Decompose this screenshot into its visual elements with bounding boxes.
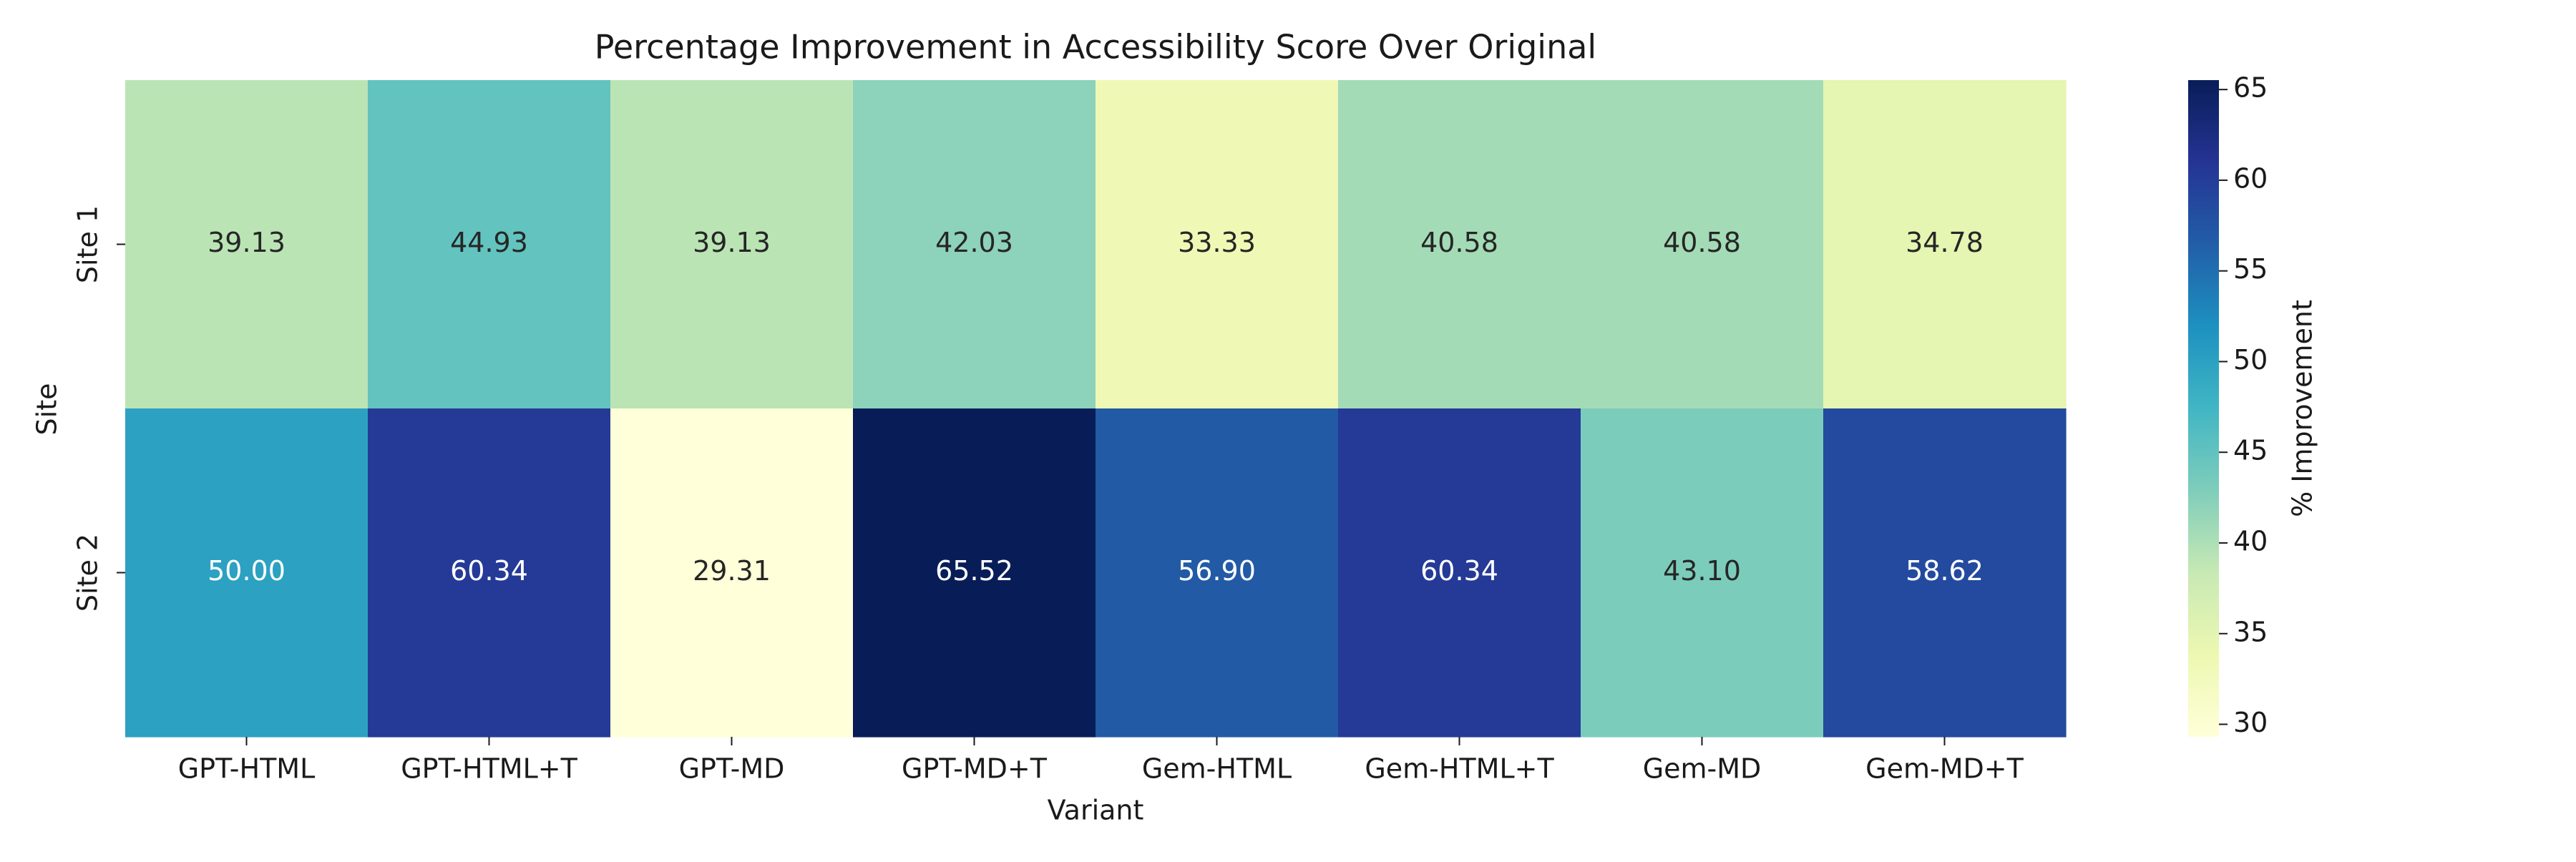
heatmap-cell: [1338, 408, 1581, 738]
colorbar-tick-label: 55: [2233, 253, 2268, 285]
x-tick-label: GPT-HTML: [178, 753, 316, 785]
heatmap-cell-label: 33.33: [1178, 227, 1256, 258]
colorbar-tick-label: 35: [2233, 616, 2268, 647]
x-tick-label: Gem-MD: [1643, 753, 1762, 785]
heatmap-cell: [610, 408, 854, 738]
colorbar: [2188, 80, 2219, 737]
heatmap-cell-label: 44.93: [450, 227, 528, 258]
heatmap-cell-label: 40.58: [1663, 227, 1741, 258]
heatmap-cell-label: 60.34: [450, 555, 528, 587]
heatmap-cell-label: 58.62: [1906, 555, 1984, 587]
x-tick-label: Gem-HTML+T: [1365, 753, 1554, 785]
heatmap-cell: [368, 408, 611, 738]
y-axis: Site 1 Site 2: [72, 205, 125, 612]
x-tick-label: GPT-MD+T: [902, 753, 1048, 785]
heatmap-cell: [1581, 408, 1824, 738]
heatmap-cell: [1338, 80, 1581, 409]
heatmap-cell-label: 60.34: [1420, 555, 1498, 587]
heatmap-cell-label: 34.78: [1906, 227, 1984, 258]
x-tick-label: GPT-MD: [679, 753, 785, 785]
heatmap-cell: [853, 408, 1096, 738]
colorbar-tick-label: 65: [2233, 72, 2268, 104]
y-tick-label: Site 1: [72, 205, 104, 283]
heatmap-cell-label: 56.90: [1178, 555, 1256, 587]
chart-title: Percentage Improvement in Accessibility …: [595, 28, 1596, 67]
y-tick-label: Site 2: [72, 534, 104, 612]
x-tick-label: Gem-MD+T: [1865, 753, 2024, 785]
colorbar-tick-label: 45: [2233, 435, 2268, 466]
heatmap-cell: [610, 80, 854, 409]
x-tick-label: GPT-HTML+T: [401, 753, 577, 785]
heatmap-cell: [125, 80, 369, 409]
heatmap-cell: [853, 80, 1096, 409]
colorbar-tick-label: 30: [2233, 707, 2268, 738]
heatmap-cell: [368, 80, 611, 409]
y-axis-label: Site: [31, 383, 63, 436]
colorbar-tick-label: 60: [2233, 162, 2268, 194]
heatmap-cell: [1823, 80, 2067, 409]
colorbar-label: % Improvement: [2287, 300, 2318, 517]
heatmap-cell-label: 65.52: [935, 555, 1013, 587]
heatmap-cell-label: 43.10: [1663, 555, 1741, 587]
heatmap-cell-label: 40.58: [1420, 227, 1498, 258]
heatmap-cell-labels: 39.13 44.93 39.13 42.03 33.33 40.58 40.58 34.78…: [208, 227, 1984, 587]
colorbar-axis: 30 35 40 45 50 55 60 65: [2219, 72, 2268, 738]
heatmap-cell: [1581, 80, 1824, 409]
x-tick-label: Gem-HTML: [1142, 753, 1292, 785]
x-axis: GPT-HTML GPT-HTML+T GPT-MD GPT-MD+T Gem-HTML…: [178, 737, 2024, 785]
colorbar-tick-label: 40: [2233, 525, 2268, 557]
colorbar-tick-label: 50: [2233, 344, 2268, 376]
heatmap-cell: [125, 408, 369, 738]
heatmap-cell: [1823, 408, 2067, 738]
heatmap-cell: [1096, 80, 1339, 409]
heatmap-cell-label: 42.03: [935, 227, 1013, 258]
heatmap-cell-label: 50.00: [208, 555, 286, 587]
heatmap-cell-label: 29.31: [693, 555, 771, 587]
x-axis-label: Variant: [1048, 795, 1144, 826]
heatmap-cell-label: 39.13: [208, 227, 286, 258]
heatmap-cell: [1096, 408, 1339, 738]
heatmap-cells: [125, 80, 2067, 738]
heatmap-cell-label: 39.13: [693, 227, 771, 258]
